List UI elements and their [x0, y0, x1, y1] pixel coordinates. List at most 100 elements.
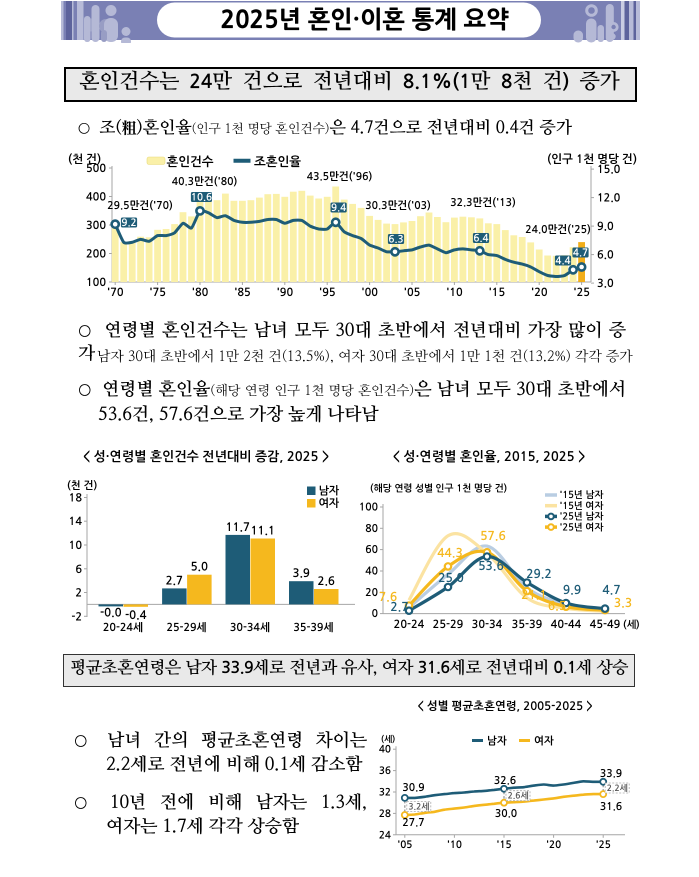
- svg-text:9.0: 9.0: [597, 221, 614, 232]
- svg-text:'00: '00: [361, 287, 378, 298]
- svg-text:(천 건): (천 건): [68, 153, 101, 165]
- svg-text:11.1: 11.1: [251, 525, 275, 537]
- svg-text:57.6: 57.6: [480, 530, 505, 542]
- svg-text:10: 10: [69, 540, 83, 551]
- svg-text:43.5만건('96): 43.5만건('96): [307, 171, 373, 182]
- svg-text:33.9: 33.9: [600, 768, 622, 779]
- svg-text:6.3: 6.3: [388, 235, 403, 245]
- svg-text:20-24: 20-24: [394, 619, 425, 630]
- svg-text:45-49: 45-49: [590, 619, 621, 630]
- svg-text:25-29세: 25-29세: [166, 621, 207, 633]
- svg-text:-0.0: -0.0: [100, 607, 122, 619]
- svg-text:'15: '15: [488, 287, 505, 298]
- svg-text:300: 300: [86, 220, 106, 231]
- svg-text:(인구 1천 명당 건): (인구 1천 명당 건): [547, 153, 637, 165]
- svg-text:'90: '90: [276, 287, 293, 298]
- svg-text:'25년 남자: '25년 남자: [560, 512, 605, 522]
- svg-text:30-34: 30-34: [472, 619, 503, 630]
- svg-text:4.7: 4.7: [602, 584, 620, 596]
- svg-text:12.0: 12.0: [597, 193, 621, 204]
- svg-text:0: 0: [372, 608, 378, 619]
- svg-text:3.9: 3.9: [292, 567, 309, 579]
- svg-text:40: 40: [379, 745, 391, 755]
- svg-text:9.4: 9.4: [331, 203, 346, 213]
- svg-text:5.0: 5.0: [191, 561, 208, 573]
- svg-text:'75: '75: [149, 287, 166, 298]
- svg-text:10.6: 10.6: [191, 193, 212, 203]
- svg-text:25.0: 25.0: [438, 572, 463, 584]
- svg-text:18: 18: [69, 493, 83, 504]
- svg-text:'05: '05: [397, 840, 412, 850]
- svg-text:15.0: 15.0: [597, 164, 621, 175]
- svg-text:(천 건): (천 건): [67, 480, 97, 491]
- svg-text:200: 200: [86, 249, 106, 260]
- svg-text:36: 36: [379, 766, 391, 776]
- svg-text:3.3: 3.3: [614, 597, 632, 609]
- svg-text:'25: '25: [596, 840, 611, 850]
- svg-text:여자: 여자: [534, 736, 554, 747]
- svg-text:25-29: 25-29: [433, 619, 464, 630]
- svg-text:20: 20: [365, 587, 378, 598]
- svg-text:조혼인율: 조혼인율: [254, 155, 301, 168]
- svg-text:30.9: 30.9: [402, 782, 424, 793]
- svg-text:-0.4: -0.4: [125, 609, 147, 621]
- svg-text:2.7: 2.7: [390, 601, 408, 613]
- svg-text:53.6: 53.6: [478, 560, 503, 572]
- svg-text:남자: 남자: [487, 736, 507, 747]
- svg-text:'85: '85: [234, 287, 251, 298]
- svg-text:11.7: 11.7: [226, 521, 250, 533]
- svg-text:35-39세: 35-39세: [293, 621, 334, 633]
- svg-text:32: 32: [379, 788, 391, 798]
- svg-text:-2: -2: [71, 611, 82, 622]
- svg-text:14: 14: [69, 516, 83, 527]
- svg-text:'10: '10: [446, 287, 463, 298]
- svg-text:2: 2: [75, 588, 82, 599]
- svg-text:(해당 연령 성별 인구 1천 명당 건): (해당 연령 성별 인구 1천 명당 건): [370, 483, 507, 494]
- svg-text:9.9: 9.9: [563, 584, 581, 596]
- svg-text:'15: '15: [496, 840, 511, 850]
- svg-text:100: 100: [86, 277, 106, 288]
- svg-text:2.2세: 2.2세: [607, 783, 628, 793]
- svg-text:40.3만건('80): 40.3만건('80): [172, 176, 238, 187]
- svg-text:7.6: 7.6: [379, 591, 397, 603]
- svg-text:6: 6: [75, 564, 82, 575]
- svg-text:'70: '70: [107, 287, 124, 298]
- svg-text:27.7: 27.7: [402, 817, 424, 828]
- svg-text:4.4: 4.4: [555, 256, 570, 266]
- svg-text:500: 500: [86, 163, 106, 174]
- svg-text:20-24세: 20-24세: [103, 621, 144, 633]
- svg-text:2.6세: 2.6세: [508, 791, 529, 801]
- svg-text:28: 28: [379, 809, 391, 819]
- svg-text:30-34세: 30-34세: [230, 621, 271, 633]
- svg-text:6.0: 6.0: [597, 250, 614, 261]
- svg-text:'15년 남자: '15년 남자: [560, 490, 605, 500]
- svg-text:(세): (세): [381, 734, 395, 744]
- svg-text:44.3: 44.3: [437, 547, 462, 559]
- svg-text:3.0: 3.0: [597, 278, 614, 289]
- svg-text:32.6: 32.6: [494, 775, 516, 786]
- svg-text:21.1: 21.1: [521, 589, 546, 601]
- svg-text:40-44: 40-44: [551, 619, 582, 630]
- svg-text:80: 80: [365, 523, 378, 534]
- svg-text:3.2세: 3.2세: [408, 801, 429, 811]
- svg-text:30.3만건('03): 30.3만건('03): [365, 200, 431, 211]
- svg-text:32.3만건('13): 32.3만건('13): [450, 197, 516, 208]
- svg-text:'95: '95: [319, 287, 336, 298]
- svg-text:'10: '10: [447, 840, 462, 850]
- svg-text:(세): (세): [623, 619, 640, 630]
- svg-text:24: 24: [379, 830, 391, 840]
- svg-text:'80: '80: [192, 287, 209, 298]
- svg-text:2.6: 2.6: [317, 575, 334, 587]
- svg-text:'05: '05: [404, 287, 421, 298]
- svg-text:4.7: 4.7: [573, 248, 588, 258]
- svg-text:혼인건수: 혼인건수: [167, 155, 214, 168]
- svg-text:'20: '20: [546, 840, 561, 850]
- svg-text:31.6: 31.6: [600, 801, 622, 812]
- svg-text:6.5: 6.5: [548, 600, 566, 612]
- svg-text:29.5만건('70): 29.5만건('70): [107, 200, 173, 211]
- svg-text:남자: 남자: [319, 485, 340, 497]
- svg-text:9.2: 9.2: [121, 218, 136, 228]
- svg-text:'15년 여자: '15년 여자: [560, 501, 605, 511]
- svg-text:2.7: 2.7: [166, 574, 183, 586]
- svg-text:400: 400: [86, 192, 106, 203]
